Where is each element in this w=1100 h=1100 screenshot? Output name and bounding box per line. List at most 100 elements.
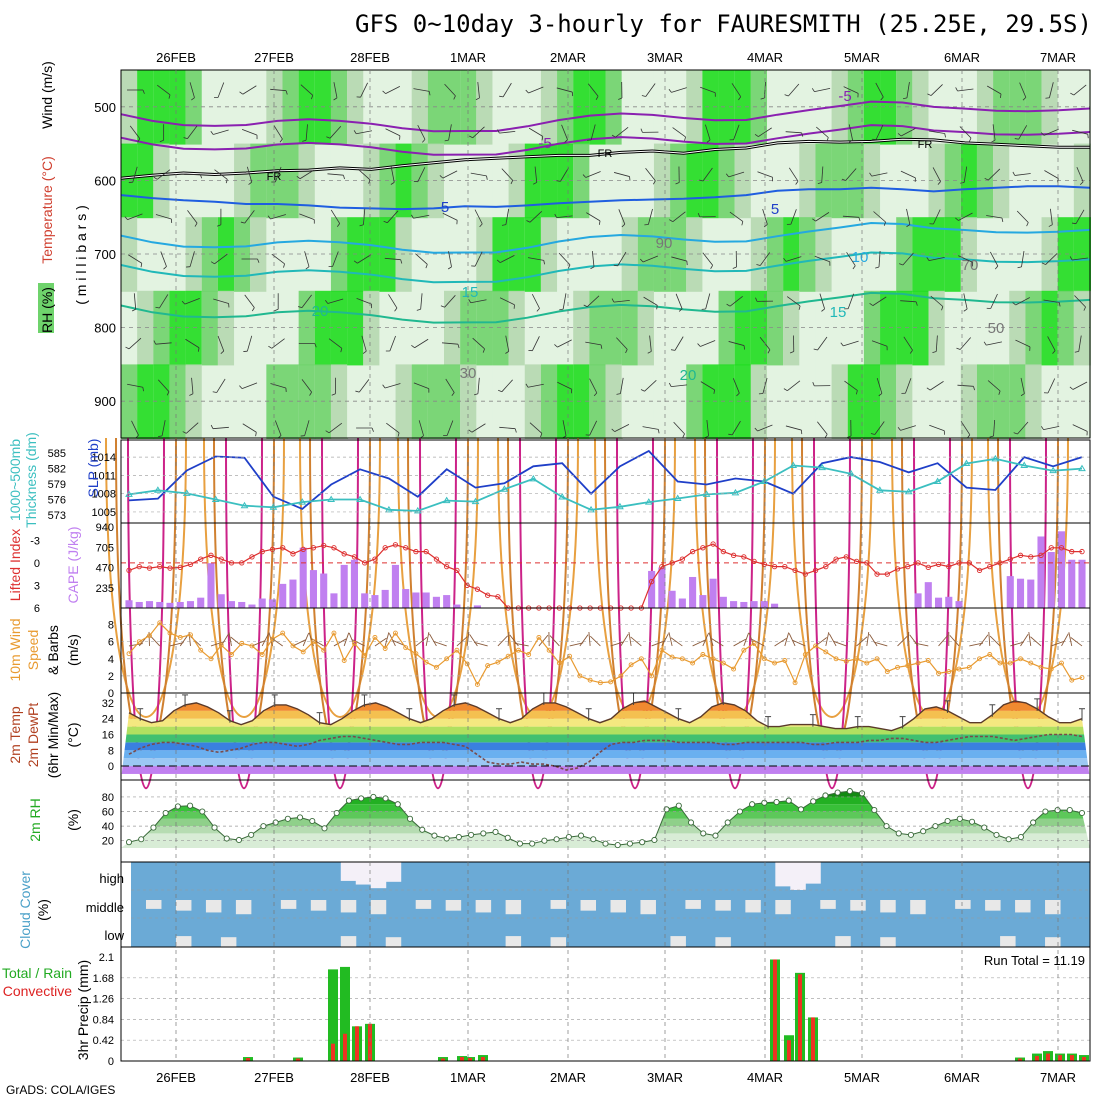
wind-barb-flag <box>125 346 130 350</box>
run-total: Run Total = 11.19 <box>984 953 1085 968</box>
rh-cell <box>282 364 300 439</box>
rh-cell <box>718 364 736 439</box>
thickness-marker <box>1020 461 1029 469</box>
rh-marker <box>553 836 560 843</box>
wind-barb-flag <box>909 349 913 354</box>
wind-barb <box>787 380 801 391</box>
rh-cell <box>783 290 801 366</box>
wind-barb <box>1021 251 1025 267</box>
wind-barb <box>905 378 912 394</box>
cloud-clear <box>835 936 851 947</box>
rh-cell <box>1041 217 1059 292</box>
wind-barb-flag <box>732 266 737 269</box>
temp-band <box>121 734 1090 743</box>
precip-convective-bar <box>1058 1055 1062 1061</box>
wind10-marker <box>1028 660 1034 666</box>
wind-barb <box>902 252 914 266</box>
wind-barb <box>960 421 971 435</box>
rh-cell <box>153 143 171 219</box>
precip-convective-bar <box>1082 1057 1086 1061</box>
rh-cell <box>314 364 332 439</box>
lifted-tick: 3 <box>34 580 40 592</box>
wind10-marker <box>915 660 921 666</box>
rh-marker <box>639 839 646 846</box>
rh-marker <box>822 792 829 799</box>
wind-barb-flag <box>255 432 257 437</box>
cape-bar <box>330 593 338 608</box>
wind-barb <box>528 127 543 137</box>
rh-cell <box>266 143 284 219</box>
wind-barb-flag <box>600 344 603 349</box>
wind-barb-flag <box>336 223 341 227</box>
wind-barb-flag <box>937 181 941 185</box>
axis-labels: 26FEB 27FEB 28FEB 1MAR 2MAR 3MAR 4MAR 5MAR 6MAR 7… <box>2 50 1085 1085</box>
rh-cell <box>815 217 833 292</box>
wind-barb <box>386 422 400 434</box>
wind-barb-flag <box>826 137 829 142</box>
wind10-marker <box>843 658 849 664</box>
rh-marker <box>345 797 352 804</box>
rh-marker <box>797 806 805 813</box>
wind-barb-flag <box>706 139 711 143</box>
wind-barb-flag <box>468 429 473 433</box>
rh-cell <box>201 217 219 292</box>
lifted-index-marker <box>1017 552 1024 558</box>
thickness-marker <box>962 459 971 466</box>
cape-bar <box>689 576 697 608</box>
wind-barb <box>815 126 829 138</box>
wind10-marker <box>413 651 419 657</box>
wind-barb <box>673 421 685 435</box>
wind-barb <box>930 295 944 307</box>
wind-barb <box>728 171 745 178</box>
rh-cell <box>330 364 349 439</box>
date-label-bottom: 5MAR <box>844 1070 880 1085</box>
rh-cell <box>153 290 171 366</box>
rh-marker <box>626 840 633 847</box>
wind-barb-flag <box>1020 393 1025 397</box>
rh-marker <box>883 823 890 830</box>
cape-bar <box>750 601 758 608</box>
wind-barb-flag <box>1052 350 1056 354</box>
wind-barb <box>875 124 884 140</box>
wind-barb <box>187 210 198 224</box>
ylabel-lifted: Lifted Index <box>7 529 23 601</box>
wind-barb-flag <box>181 300 186 305</box>
rh-cell <box>250 143 268 219</box>
rh-cell <box>653 143 672 219</box>
thickness-marker <box>471 497 480 505</box>
wind-barb-flag <box>870 433 875 435</box>
pressure-tick: 900 <box>94 394 116 409</box>
lifted-index-marker <box>853 558 860 565</box>
wind-barb-flag <box>479 223 483 228</box>
cape-bar <box>453 604 461 608</box>
wind-barb <box>873 211 886 223</box>
wind10-marker <box>270 636 275 642</box>
wind-barb-flag <box>137 138 141 143</box>
ylabel-millibars: ( m i l l i b a r s ) <box>73 205 89 305</box>
isotherm-minus5-b <box>120 124 1091 156</box>
thickness-marker <box>933 477 942 484</box>
wind-barb <box>185 338 200 349</box>
rh-cell <box>976 143 995 219</box>
wind-barb <box>671 384 688 387</box>
ylabel-rh: RH (%) <box>39 287 55 333</box>
rh-cell <box>734 364 752 439</box>
cape-bar <box>771 603 779 608</box>
wind10-tick: 4 <box>108 654 114 666</box>
wind-barb-flag <box>155 306 160 309</box>
rh-cell <box>540 143 559 219</box>
lifted-index-marker <box>741 554 747 560</box>
wind-barb-flag <box>883 221 886 226</box>
wind-barb <box>848 124 853 141</box>
wind10-marker <box>1007 660 1013 666</box>
wind10-marker <box>515 647 521 653</box>
wind-barb-flag <box>447 266 452 270</box>
wind10-marker <box>382 646 388 651</box>
rh-cell <box>460 290 478 366</box>
lifted-index-marker <box>874 571 880 577</box>
ylabel-cape: CAPE (J/kg) <box>65 526 81 603</box>
rh-cell <box>734 290 752 366</box>
lifted-index-marker <box>823 563 829 570</box>
wind-barb <box>847 293 855 309</box>
wind10-marker <box>577 673 583 679</box>
